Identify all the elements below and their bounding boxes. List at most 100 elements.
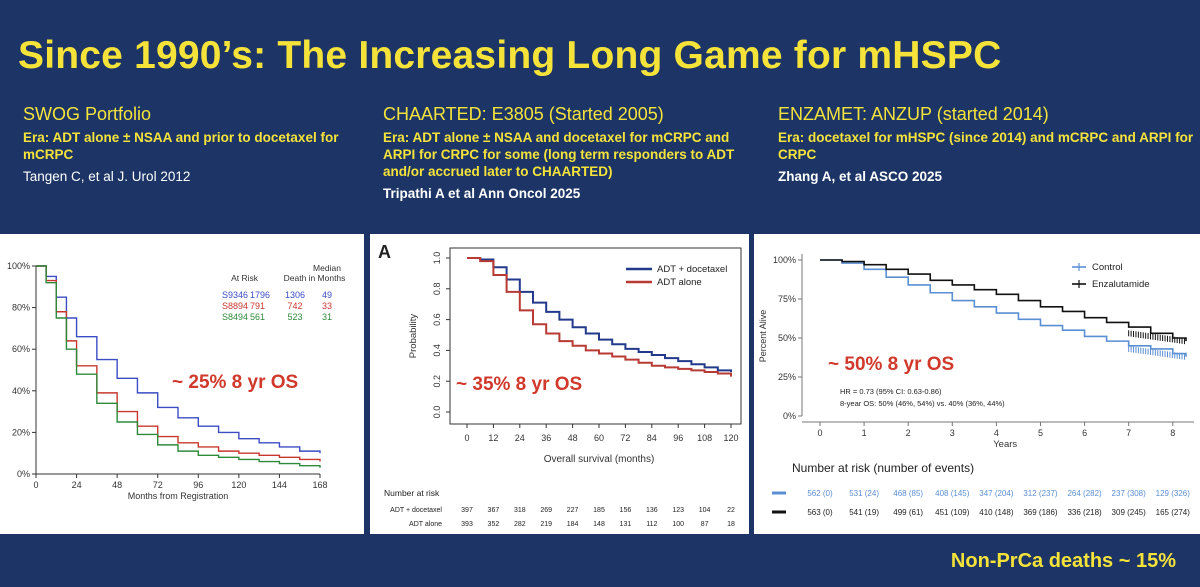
column-chaarted: CHAARTED: E3805 (Started 2005) Era: ADT … — [383, 104, 743, 201]
risk-value: 318 — [514, 507, 526, 514]
risk-value: 531 (24) — [849, 489, 879, 498]
x-tick-label: 24 — [515, 433, 525, 443]
legend-label: Control — [1092, 262, 1123, 273]
km-chart-chaarted: A 0.0 0.2 0.4 0.6 0.8 1.0 Probability 0 12 24 36 48 6… — [378, 242, 742, 528]
risk-value: 123 — [672, 507, 684, 514]
chart-panel-enzamet: 0% 25% 50% 75% 100% Percent Alive 0 1 2 3 4 5 6 7 8 Yea… — [754, 234, 1200, 534]
legend-label: ADT alone — [657, 277, 702, 288]
column-enzamet: ENZAMET: ANZUP (started 2014) Era: docet… — [778, 104, 1198, 184]
plot-frame — [449, 247, 742, 425]
column-era: Era: docetaxel for mHSPC (since 2014) an… — [778, 130, 1194, 162]
risk-value: 165 (274) — [1156, 508, 1191, 517]
x-tick-label: 12 — [488, 433, 498, 443]
panel-label: A — [378, 242, 391, 262]
series-line — [467, 257, 732, 372]
risk-table-title: Number at risk — [384, 488, 440, 498]
y-tick-label: 0.4 — [432, 344, 442, 357]
column-heading: ENZAMET: ANZUP (started 2014) — [778, 104, 1049, 124]
series-line-s8494 — [36, 265, 321, 468]
y-axis-label: Probability — [408, 314, 419, 359]
risk-value: 148 — [593, 521, 605, 528]
risk-value: 336 (218) — [1067, 508, 1102, 517]
risk-value: 18 — [727, 521, 735, 528]
legend-median: 49 — [322, 290, 332, 300]
column-citation: Tripathi A et al Ann Oncol 2025 — [383, 186, 581, 201]
x-tick-label: 84 — [647, 433, 657, 443]
y-tick-label: 100% — [773, 255, 796, 265]
legend-at-risk: 1796 — [250, 290, 270, 300]
y-tick-label: 60% — [12, 344, 30, 354]
legend-header: Median — [313, 263, 341, 273]
risk-row-label: ADT + docetaxel — [390, 507, 442, 514]
risk-value: 185 — [593, 507, 605, 514]
legend-label: Enzalutamide — [1092, 279, 1150, 290]
x-tick-label: 120 — [231, 480, 246, 490]
chart-panel-chaarted: A 0.0 0.2 0.4 0.6 0.8 1.0 Probability 0 12 24 36 48 6… — [370, 234, 749, 534]
x-axis-label: Years — [993, 439, 1017, 450]
risk-value: 562 (0) — [807, 489, 833, 498]
series-line — [820, 259, 1187, 342]
x-tick-label: 3 — [950, 428, 955, 438]
column-era: Era: ADT alone ± NSAA and docetaxel for … — [383, 130, 735, 179]
legend-header: Death — [284, 273, 307, 283]
legend-death: 523 — [287, 312, 302, 322]
x-tick-label: 2 — [906, 428, 911, 438]
stats-text: 8-year OS: 50% (46%, 54%) vs. 40% (36%, … — [840, 399, 1005, 408]
legend-at-risk: 791 — [250, 301, 265, 311]
x-tick-label: 72 — [620, 433, 630, 443]
y-tick-label: 75% — [778, 294, 796, 304]
risk-value: 237 (308) — [1112, 489, 1147, 498]
x-tick-label: 5 — [1038, 428, 1043, 438]
os-annotation: ~ 25% 8 yr OS — [172, 372, 298, 393]
y-tick-label: 1.0 — [432, 252, 442, 265]
y-tick-label: 0.6 — [432, 313, 442, 326]
risk-value: 468 (85) — [893, 489, 923, 498]
stats-text: HR = 0.73 (95% CI: 0.63-0.86) — [840, 387, 942, 396]
y-tick-label: 25% — [778, 372, 796, 382]
risk-value: 312 (237) — [1023, 489, 1058, 498]
risk-value: 367 — [488, 507, 500, 514]
x-tick-label: 8 — [1170, 428, 1175, 438]
x-tick-label: 0 — [817, 428, 822, 438]
legend-header: in Months — [309, 273, 346, 283]
risk-value: 397 — [461, 507, 473, 514]
x-tick-label: 24 — [72, 480, 82, 490]
risk-value: 156 — [620, 507, 632, 514]
legend-label: ADT + docetaxel — [657, 264, 727, 275]
x-tick-label: 96 — [673, 433, 683, 443]
risk-value: 309 (245) — [1112, 508, 1147, 517]
os-annotation: ~ 50% 8 yr OS — [828, 354, 954, 375]
series-line-s8894 — [36, 265, 321, 462]
risk-value: 369 (186) — [1023, 508, 1058, 517]
column-heading: CHAARTED: E3805 (Started 2005) — [383, 104, 664, 124]
risk-row-label: ADT alone — [409, 521, 442, 528]
y-tick-label: 40% — [12, 386, 30, 396]
x-tick-label: 0 — [33, 480, 38, 490]
column-citation: Tangen C, et al J. Urol 2012 — [23, 169, 191, 184]
column-swog: SWOG Portfolio Era: ADT alone ± NSAA and… — [23, 104, 363, 184]
x-tick-label: 48 — [568, 433, 578, 443]
risk-value: 100 — [672, 521, 684, 528]
x-tick-label: 36 — [541, 433, 551, 443]
y-tick-label: 100% — [7, 261, 30, 271]
slide-title: Since 1990’s: The Increasing Long Game f… — [18, 34, 1002, 77]
series-line — [820, 259, 1187, 357]
legend-death: 742 — [287, 301, 302, 311]
footer-note: Non-PrCa deaths ~ 15% — [950, 550, 1176, 572]
risk-value: 563 (0) — [807, 508, 833, 517]
risk-value: 112 — [646, 521, 657, 528]
x-tick-label: 60 — [594, 433, 604, 443]
km-chart-swog: 0% 20% 40% 60% 80% 100% 0 24 48 72 96 120 144 168 Mont… — [7, 261, 346, 501]
chart-panel-swog: 0% 20% 40% 60% 80% 100% 0 24 48 72 96 120 144 168 Mont… — [0, 234, 364, 534]
y-tick-label: 0.2 — [432, 375, 442, 388]
legend-header: At Risk — [231, 273, 259, 283]
risk-value: 219 — [540, 521, 552, 528]
risk-value: 393 — [461, 521, 473, 528]
legend-series-name: S8494 — [222, 312, 248, 322]
legend-median: 33 — [322, 301, 332, 311]
x-axis-label: Overall survival (months) — [544, 454, 655, 465]
risk-value: 87 — [701, 521, 709, 528]
x-tick-label: 168 — [312, 480, 327, 490]
risk-value: 408 (145) — [935, 489, 970, 498]
series-line-s9346 — [36, 265, 321, 454]
